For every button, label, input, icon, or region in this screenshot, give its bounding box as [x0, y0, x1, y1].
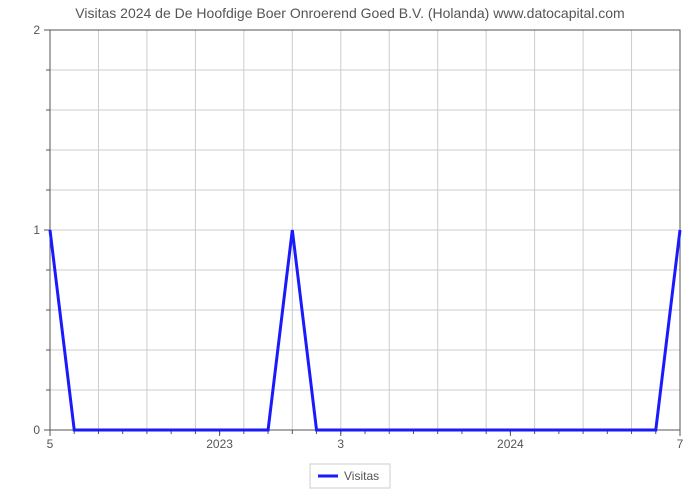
- legend-label: Visitas: [344, 469, 379, 483]
- chart-svg: Visitas 2024 de De Hoofdige Boer Onroere…: [0, 0, 700, 500]
- visits-chart: Visitas 2024 de De Hoofdige Boer Onroere…: [0, 0, 700, 500]
- x-axis-label: 7: [677, 437, 684, 451]
- y-axis-label: 0: [33, 423, 40, 437]
- x-axis-label: 5: [47, 437, 54, 451]
- chart-title: Visitas 2024 de De Hoofdige Boer Onroere…: [75, 5, 624, 21]
- x-axis-label: 2023: [206, 437, 233, 451]
- x-axis-label: 3: [337, 437, 344, 451]
- x-axis-label: 2024: [497, 437, 524, 451]
- series-visitas: [50, 230, 680, 430]
- y-axis-label: 2: [33, 23, 40, 37]
- y-axis-label: 1: [33, 223, 40, 237]
